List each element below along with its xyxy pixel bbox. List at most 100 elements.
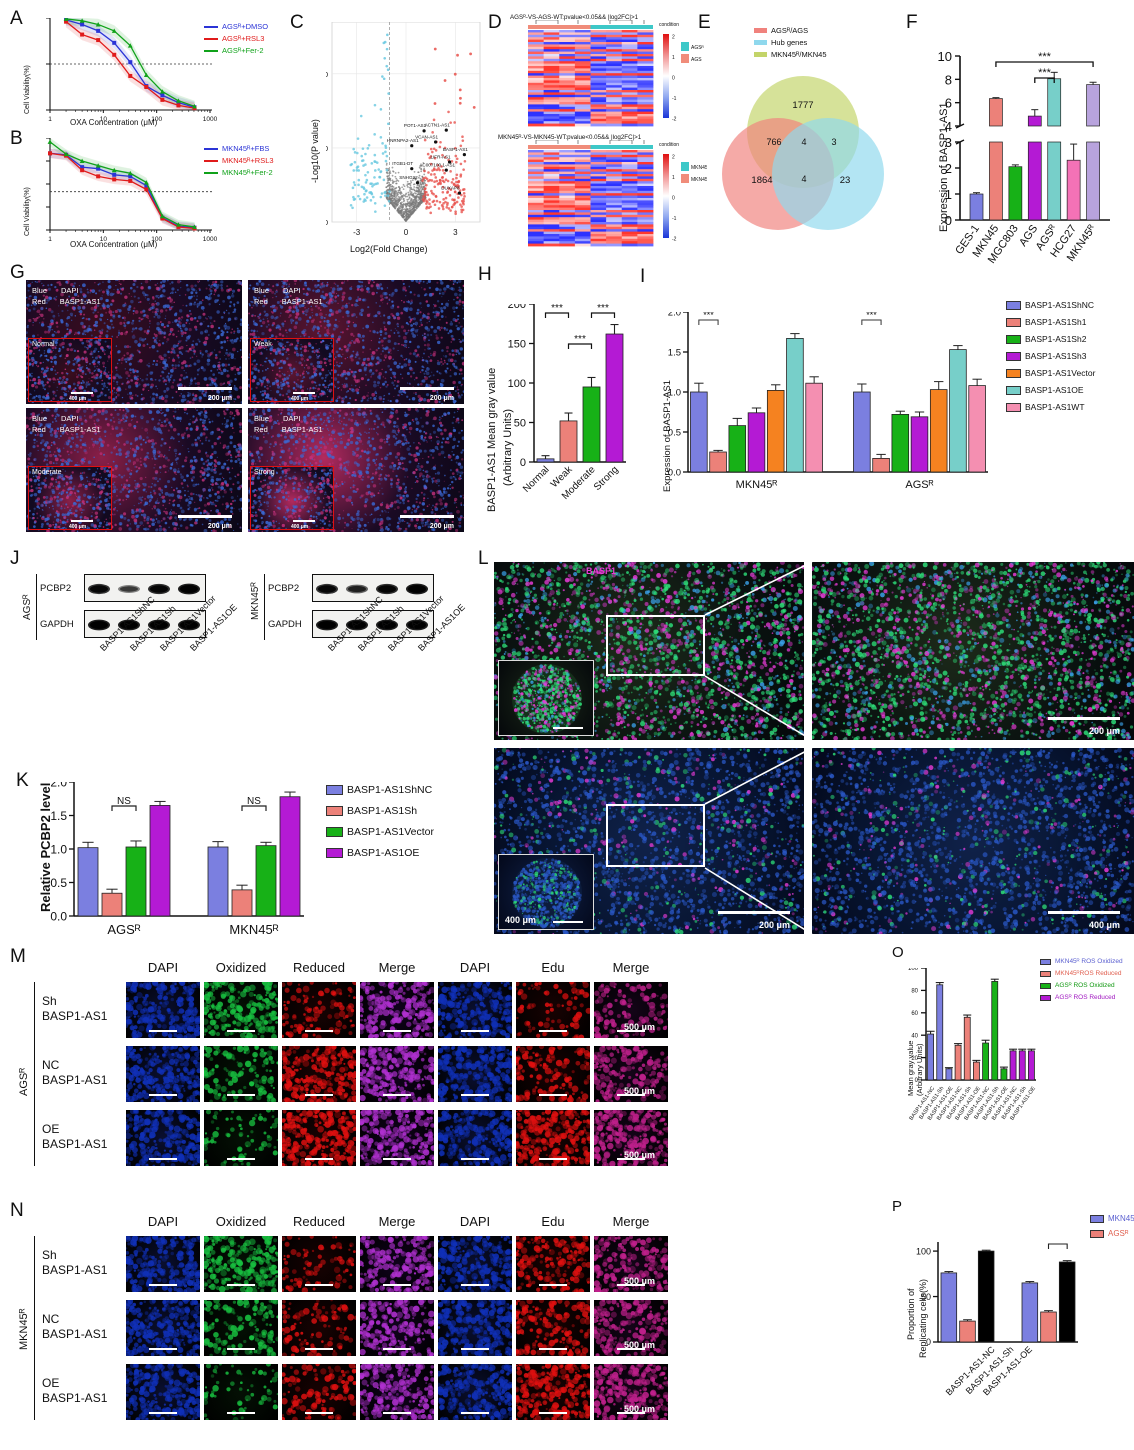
micrograph-tile [282, 1300, 356, 1356]
scale-bar [539, 1094, 567, 1096]
l-zoom-box[interactable] [606, 804, 705, 867]
channel-blue: Blue [254, 285, 269, 296]
volcano-gene-label: LIFR-AS1 [430, 154, 451, 159]
legend-item: AGSᴿ+Fer-2 [204, 46, 268, 55]
volcano-gene-label: ACTN1-AS1 [425, 122, 451, 127]
H-plot-xlabel: Strong [592, 464, 621, 493]
channel-red: Red [254, 424, 268, 435]
color-swatch-icon [1040, 983, 1051, 989]
micrograph-tile [126, 1364, 200, 1420]
scale-bar [305, 1284, 333, 1286]
legend-label: BASP1-AS1Sh3 [1025, 351, 1086, 361]
micrograph-tile [438, 982, 512, 1038]
legend-label: BASP1-AS1Vector [1025, 368, 1095, 378]
venn-count: 4 [801, 137, 806, 147]
significance-mark: *** [574, 334, 586, 345]
svg-text:3: 3 [945, 135, 952, 150]
micrograph-tile [126, 1046, 200, 1102]
legend-item: BASP1-AS1Vector [326, 826, 434, 838]
svg-text:20: 20 [326, 70, 328, 79]
color-swatch-icon [1006, 301, 1021, 310]
row-label-condition: NC [42, 1312, 59, 1326]
channel-red: Red [32, 296, 46, 307]
panel-l-letter: L [478, 548, 489, 570]
panel-f-letter: F [906, 12, 918, 34]
row-label-condition: Sh [42, 1248, 57, 1262]
scale-bar [383, 1158, 411, 1160]
panel-i-plot: 0.00.51.01.52.0MKN45ᴿAGSᴿNS***NS***NS***… [688, 312, 988, 472]
row-label-gene: BASP1-AS1 [42, 1263, 107, 1277]
svg-text:2: 2 [672, 155, 675, 161]
scale-bar [461, 1158, 489, 1160]
legend-item: MKN45ᴿ+FBS [204, 144, 274, 153]
scale-bar [149, 1158, 177, 1160]
panel-b-legend: MKN45ᴿ+FBS MKN45ᴿ+RSL3 MKN45ᴿ+Fer-2 [204, 144, 274, 180]
legend-item: BASP1-AS1Sh [326, 805, 434, 817]
blot-cellline-label: AGSᴿ [22, 594, 33, 620]
scale-bar [461, 1284, 489, 1286]
volcano-svg: 01020-303POT1-AS1ACTN1-AS1HNRNPA2-AS1VCA… [326, 22, 492, 242]
panel-e-letter: E [698, 12, 711, 34]
panel-a-legend: AGSᴿ+DMSO AGSᴿ+RSL3 AGSᴿ+Fer-2 [204, 22, 268, 58]
significance-mark: *** [551, 304, 563, 314]
line-marker-icon [204, 172, 218, 174]
legend-label: Hub genes [771, 38, 807, 47]
legend-item: BASP1-AS1ShNC [326, 784, 434, 796]
column-header: Reduced [282, 960, 356, 975]
panel-o-letter: O [892, 944, 904, 961]
legend-item: MKN45ᴿ/MKN45 [754, 50, 827, 59]
panel-b-plot: 03060901201101001000 [50, 138, 210, 230]
channel-red: Red [32, 424, 46, 435]
legend-label: MKN45ᴿROS Reduced [1055, 970, 1122, 977]
scale-text: 200 μm [208, 523, 232, 530]
svg-text:10: 10 [938, 50, 952, 64]
l-zoom-box[interactable] [606, 615, 705, 676]
scale-bar [539, 1158, 567, 1160]
g-inset-label: Strong [254, 469, 275, 476]
scale-bar [539, 1030, 567, 1032]
legend-label: MKN45ᴿ+Fer-2 [222, 168, 273, 177]
row-label-gene: BASP1-AS1 [42, 1073, 107, 1087]
svg-text:-1: -1 [672, 216, 677, 222]
panel-a-xlabel: OXA Concentration (μM) [70, 118, 157, 127]
significance-mark: *** [597, 304, 609, 314]
svg-text:0: 0 [672, 196, 675, 202]
scale-bar [305, 1348, 333, 1350]
panel-l-tile: 400 μm [812, 748, 1134, 934]
color-swatch-icon [754, 52, 767, 57]
scale-bar [149, 1284, 177, 1286]
scale-bar [400, 515, 454, 518]
row-label-condition: Sh [42, 994, 57, 1008]
venn-count: 23 [840, 175, 851, 186]
svg-text:3: 3 [453, 228, 458, 237]
svg-text:***: *** [1038, 51, 1052, 63]
line-marker-icon [204, 26, 218, 28]
scale-bar [383, 1094, 411, 1096]
legend-label: AGSᴿ+Fer-2 [222, 46, 264, 55]
scale-bar [553, 727, 583, 730]
color-swatch-icon [1040, 959, 1051, 965]
micrograph-tile [516, 1236, 590, 1292]
scale-bar [383, 1030, 411, 1032]
venn-count: 3 [831, 137, 836, 147]
panel-h-letter: H [478, 264, 492, 286]
heatmap-bottom: 210-1-2conditionMKN45ᴿMKN45 [528, 150, 653, 246]
legend-item: BASP1-AS1Sh2 [1006, 334, 1095, 344]
legend-item: AGSᴿ+DMSO [204, 22, 268, 31]
svg-text:4: 4 [945, 119, 952, 134]
color-swatch-icon [1006, 335, 1021, 344]
micrograph-tile [126, 1110, 200, 1166]
column-header: Reduced [282, 1214, 356, 1229]
micrograph-tile [126, 1300, 200, 1356]
micrograph-tile [360, 1300, 434, 1356]
legend-label: AGSᴿ/AGS [771, 26, 808, 35]
panel-c-plot: 01020-303POT1-AS1ACTN1-AS1HNRNPA2-AS1VCA… [332, 22, 480, 222]
row-label-condition: OE [42, 1122, 59, 1136]
color-swatch-icon [1006, 352, 1021, 361]
group-label: MKN45ᴿ [229, 922, 278, 937]
